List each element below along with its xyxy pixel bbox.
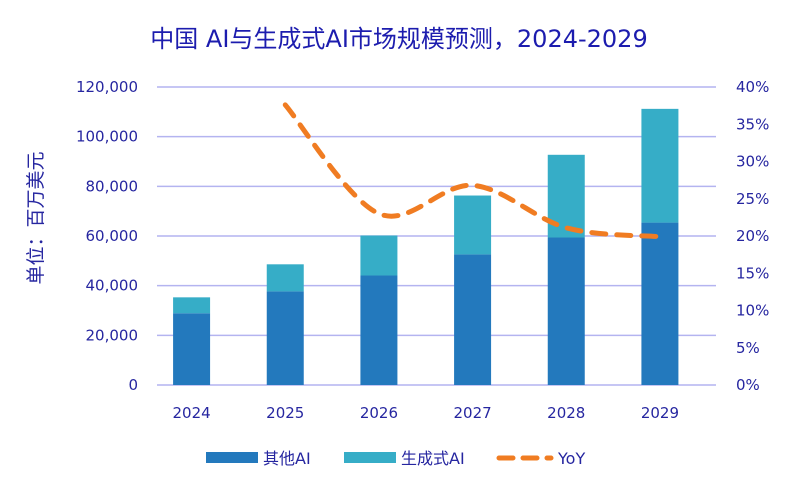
y2-tick-label: 0% — [736, 376, 760, 394]
bar-其他AI-2025 — [266, 291, 304, 385]
yoy-line — [282, 102, 663, 240]
x-tick-label: 2024 — [172, 404, 210, 422]
bar-生成式AI-2027 — [454, 195, 492, 255]
y-tick-label: 0 — [128, 376, 138, 394]
y2-tick-label: 35% — [736, 115, 769, 133]
y-tick-label: 80,000 — [86, 177, 139, 195]
bar-其他AI-2027 — [454, 254, 492, 385]
y-tick-label: 100,000 — [76, 128, 138, 146]
y-tick-label: 60,000 — [86, 227, 139, 245]
legend-label: YoY — [557, 449, 585, 468]
bar-生成式AI-2026 — [360, 235, 398, 276]
y2-tick-label: 40% — [736, 78, 769, 96]
legend-label: 其他AI — [263, 449, 311, 468]
chart-title: 中国 AI与生成式AI市场规模预测，2024-2029 — [150, 25, 647, 53]
y-tick-label: 40,000 — [86, 277, 139, 295]
legend-swatch — [206, 452, 258, 463]
y-axis-label: 单位：百万美元 — [25, 151, 47, 284]
bar-其他AI-2024 — [173, 313, 211, 385]
bar-生成式AI-2025 — [266, 264, 304, 292]
x-tick-label: 2026 — [360, 404, 398, 422]
gridlines — [157, 86, 716, 386]
y-axis-left: 0 20,000 40,000 60,000 80,000 100,000 120,000 — [76, 78, 138, 394]
x-tick-label: 2027 — [453, 404, 491, 422]
x-axis: 2024 2025 2026 2027 2028 2029 — [172, 404, 679, 422]
y-axis-right: 0% 5% 10% 15% 20% 25% 30% 35% 40% — [736, 78, 769, 394]
y2-tick-label: 5% — [736, 339, 760, 357]
yoy-line-path — [282, 102, 663, 240]
legend: 其他AI 生成式AI YoY — [206, 449, 585, 468]
y-tick-label: 20,000 — [86, 326, 139, 344]
legend-swatch — [344, 452, 396, 463]
y2-tick-label: 15% — [736, 264, 769, 282]
bar-其他AI-2026 — [360, 275, 398, 385]
y2-tick-label: 25% — [736, 190, 769, 208]
bar-生成式AI-2024 — [173, 297, 211, 314]
y2-tick-label: 30% — [736, 153, 769, 171]
x-tick-label: 2029 — [641, 404, 679, 422]
y2-tick-label: 20% — [736, 227, 769, 245]
x-tick-label: 2025 — [266, 404, 304, 422]
bar-其他AI-2029 — [641, 222, 679, 385]
y2-tick-label: 10% — [736, 302, 769, 320]
bar-生成式AI-2029 — [641, 108, 679, 223]
legend-label: 生成式AI — [401, 449, 465, 468]
y-tick-label: 120,000 — [76, 78, 138, 96]
x-tick-label: 2028 — [547, 404, 585, 422]
bar-其他AI-2028 — [547, 237, 585, 385]
bars — [173, 108, 679, 385]
